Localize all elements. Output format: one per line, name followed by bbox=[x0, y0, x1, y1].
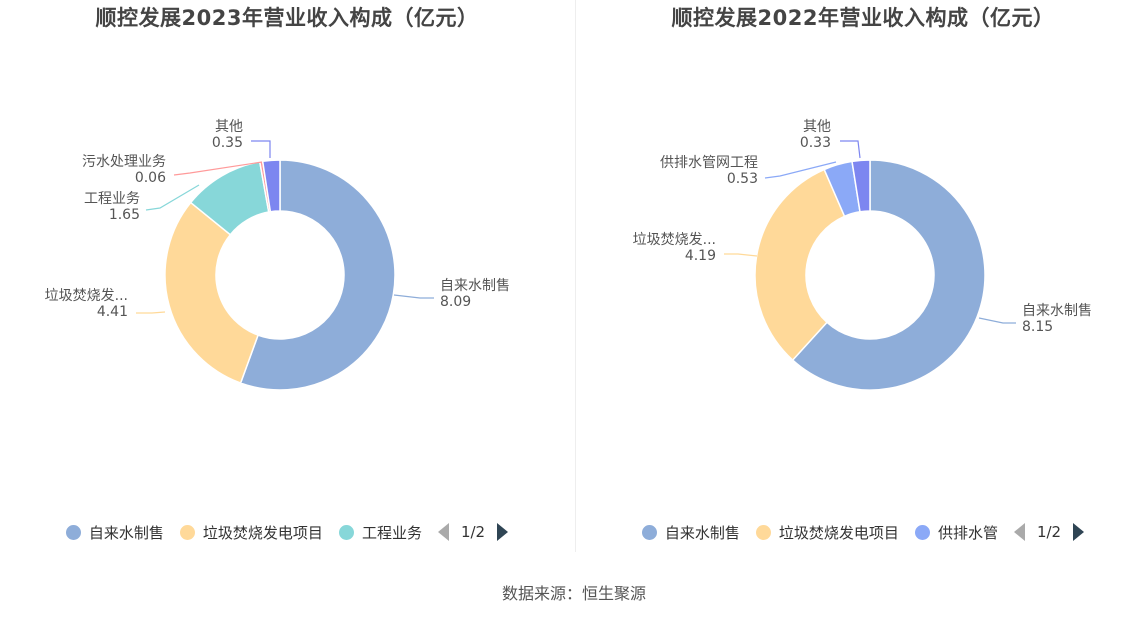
legend-marker bbox=[179, 524, 195, 540]
legend-label: 垃圾焚烧发电项目 bbox=[202, 523, 323, 542]
legend-next-arrow-icon[interactable] bbox=[1073, 523, 1085, 541]
pie-slice[interactable] bbox=[164, 201, 260, 385]
slice-value: 0.35 bbox=[212, 135, 243, 151]
slice-value: 8.15 bbox=[1022, 319, 1053, 335]
chart-title: 顺控发展2023年营业收入构成（亿元） bbox=[95, 6, 479, 30]
leader-line bbox=[764, 161, 837, 179]
legend-pager: 1/2 bbox=[437, 523, 509, 541]
chart-panel-2022: 顺控发展2022年营业收入构成（亿元） 自来水制售 8.15 垃圾焚烧发... 4.1… bbox=[576, 0, 1148, 555]
slice-label: 垃圾焚烧发... bbox=[45, 288, 128, 304]
leader-line bbox=[978, 317, 1016, 324]
pie-slice[interactable] bbox=[791, 159, 986, 391]
data-source: 数据来源：恒生聚源 bbox=[501, 584, 646, 603]
slice-label: 自来水制售 bbox=[440, 278, 510, 294]
legend: 自来水制售 垃圾焚烧发电项目 供排水管 1/2 bbox=[576, 520, 1148, 544]
legend-label: 垃圾焚烧发电项目 bbox=[778, 523, 899, 542]
leader-line bbox=[251, 140, 271, 158]
leader-line bbox=[145, 184, 200, 211]
legend-pager: 1/2 bbox=[1013, 523, 1085, 541]
slice-label: 其他 bbox=[215, 119, 243, 135]
pie-slice[interactable] bbox=[261, 159, 281, 213]
legend-label: 自来水制售 bbox=[88, 523, 164, 542]
slice-value: 1.65 bbox=[109, 207, 140, 223]
slice-value: 0.33 bbox=[800, 135, 831, 151]
legend-item[interactable]: 自来水制售 bbox=[65, 522, 164, 543]
leader-line bbox=[724, 253, 758, 257]
legend-marker bbox=[338, 524, 354, 540]
slice-label: 供排水管网工程 bbox=[660, 155, 758, 171]
legend-marker bbox=[641, 524, 657, 540]
slice-value: 4.41 bbox=[97, 304, 128, 320]
legend-page-indicator: 1/2 bbox=[1036, 523, 1062, 541]
legend-prev-arrow-icon[interactable] bbox=[1013, 523, 1025, 541]
slice-value: 4.19 bbox=[685, 248, 716, 264]
legend-label: 工程业务 bbox=[361, 523, 422, 542]
legend-marker bbox=[65, 524, 81, 540]
legend-page-indicator: 1/2 bbox=[460, 523, 486, 541]
legend-next-arrow-icon[interactable] bbox=[497, 523, 509, 541]
legend-label: 自来水制售 bbox=[664, 523, 740, 542]
slice-value: 0.53 bbox=[727, 171, 758, 187]
pie-slice[interactable] bbox=[754, 168, 846, 362]
slice-label: 其他 bbox=[803, 119, 831, 135]
slice-value: 0.06 bbox=[135, 170, 166, 186]
chart-panel-2023: 顺控发展2023年营业收入构成（亿元） 自来水制售 8.09 垃圾焚烧发... 4.4… bbox=[0, 0, 574, 555]
legend-prev-arrow-icon[interactable] bbox=[437, 523, 449, 541]
leader-line bbox=[136, 311, 166, 314]
legend-marker bbox=[755, 524, 771, 540]
leader-line bbox=[393, 294, 434, 299]
slice-label: 污水处理业务 bbox=[82, 154, 166, 170]
slice-label: 工程业务 bbox=[84, 191, 140, 207]
slice-label: 自来水制售 bbox=[1022, 303, 1092, 319]
pie-slice[interactable] bbox=[851, 159, 871, 213]
legend: 自来水制售 垃圾焚烧发电项目 工程业务 1/2 bbox=[0, 520, 574, 544]
pie-slice[interactable] bbox=[239, 159, 396, 391]
leader-line bbox=[840, 140, 861, 159]
leader-line bbox=[173, 161, 263, 176]
panel-divider bbox=[575, 0, 576, 552]
legend-item[interactable]: 供排水管 bbox=[914, 522, 998, 543]
legend-label: 供排水管 bbox=[937, 523, 998, 542]
chart-title: 顺控发展2022年营业收入构成（亿元） bbox=[671, 6, 1055, 30]
legend-item[interactable]: 垃圾焚烧发电项目 bbox=[755, 522, 899, 543]
legend-marker bbox=[914, 524, 930, 540]
legend-item[interactable]: 垃圾焚烧发电项目 bbox=[179, 522, 323, 543]
slice-label: 垃圾焚烧发... bbox=[633, 232, 716, 248]
legend-item[interactable]: 工程业务 bbox=[338, 522, 422, 543]
slice-value: 8.09 bbox=[440, 294, 471, 310]
legend-item[interactable]: 自来水制售 bbox=[641, 522, 740, 543]
